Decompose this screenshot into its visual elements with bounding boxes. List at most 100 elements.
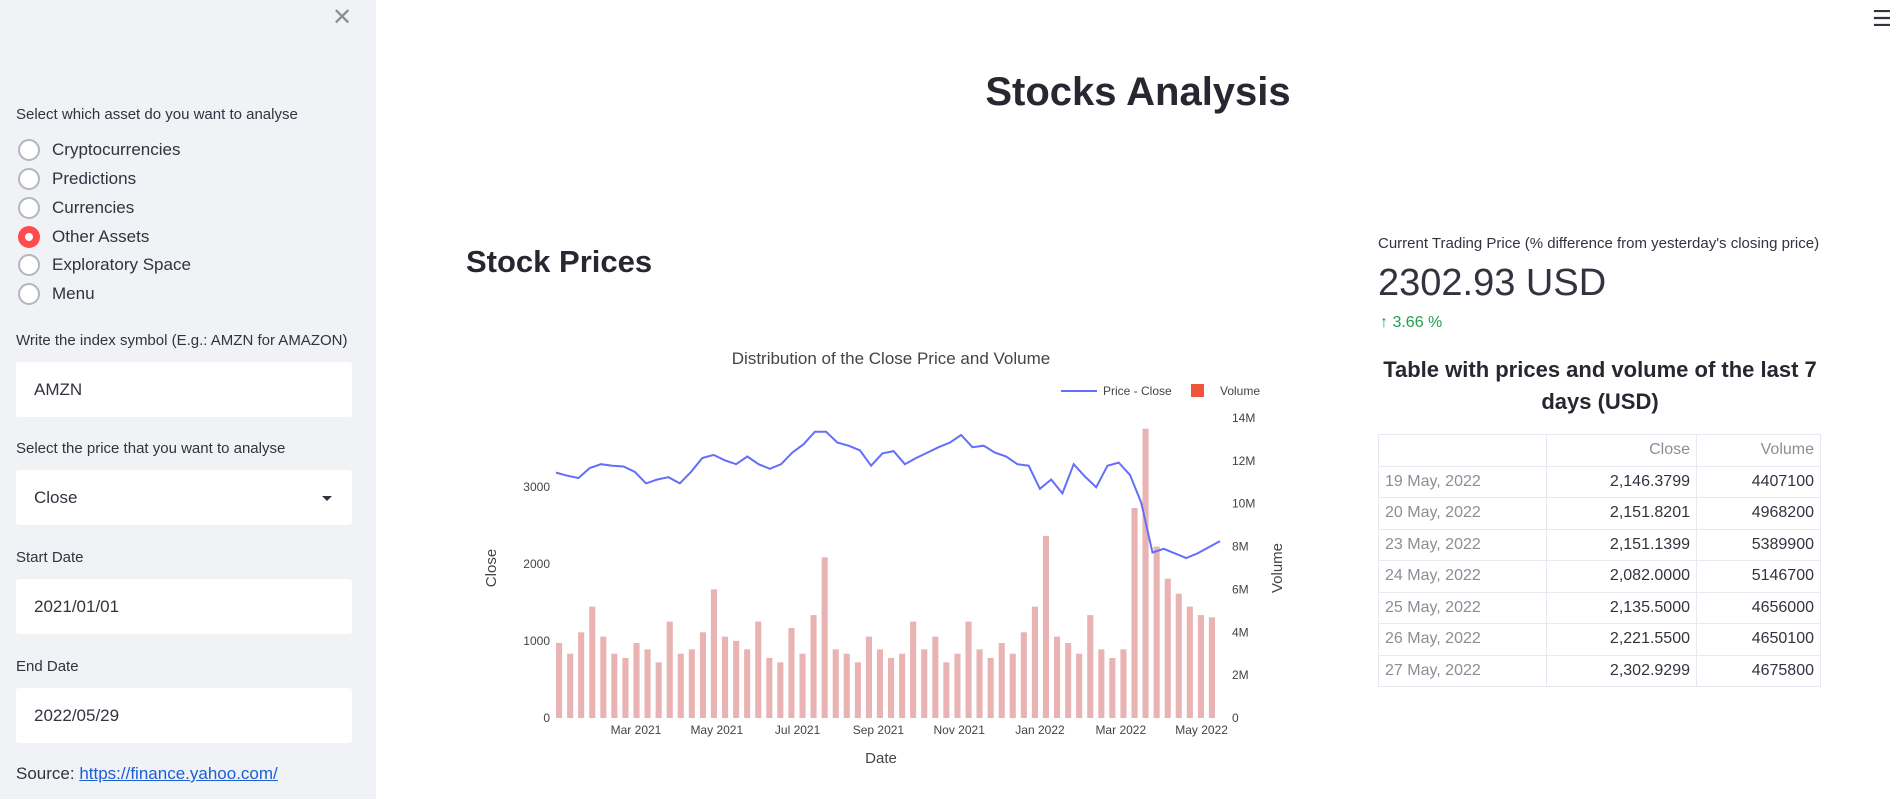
volume-bar	[888, 658, 895, 718]
volume-bar	[1120, 649, 1127, 718]
table-cell-date: 27 May, 2022	[1378, 654, 1547, 687]
y-axis-label: Close	[483, 549, 500, 587]
x-axis-label: Date	[865, 750, 897, 767]
x-tick-label: Mar 2021	[611, 723, 662, 737]
volume-bar	[799, 653, 806, 718]
table-row: 20 May, 2022 2,151.8201 4968200	[1378, 497, 1821, 530]
y-tick-label: 1000	[523, 634, 550, 648]
volume-bar	[821, 557, 828, 718]
x-tick-label: Nov 2021	[934, 723, 986, 737]
volume-bar	[1186, 606, 1193, 718]
table-row: 25 May, 2022 2,135.5000 4656000	[1378, 591, 1821, 624]
table-cell-volume: 4968200	[1696, 497, 1821, 530]
x-tick-label: Jul 2021	[775, 723, 821, 737]
metric-label: Current Trading Price (% difference from…	[1378, 235, 1820, 252]
radio-circle-icon[interactable]	[18, 283, 40, 305]
x-tick-label: Mar 2022	[1095, 723, 1146, 737]
table-row: 24 May, 2022 2,082.0000 5146700	[1378, 560, 1821, 593]
volume-bar	[766, 658, 773, 718]
radio-label: Menu	[52, 284, 95, 303]
radio-other-assets[interactable]: Other Assets	[18, 225, 149, 249]
radio-circle-icon[interactable]	[18, 139, 40, 161]
volume-bar	[1098, 649, 1105, 718]
radio-exploratory-space[interactable]: Exploratory Space	[18, 253, 191, 277]
hamburger-menu-icon[interactable]: ☰	[1872, 6, 1892, 31]
y2-axis-label: Volume	[1269, 543, 1286, 593]
close-sidebar-icon[interactable]: ✕	[331, 4, 353, 31]
table-cell-volume: 5146700	[1696, 560, 1821, 593]
price-close-line	[555, 430, 1221, 560]
metric-delta: ↑ 3.66 %	[1380, 314, 1442, 332]
source-link[interactable]: https://finance.yahoo.com/	[79, 764, 278, 783]
table-cell-close: 2,135.5000	[1546, 591, 1697, 624]
volume-bar	[600, 636, 607, 718]
y2-tick-label: 14M	[1232, 411, 1255, 425]
volume-bar	[1020, 632, 1027, 718]
table-cell-date: 24 May, 2022	[1378, 560, 1547, 593]
volume-bar	[832, 649, 839, 718]
volume-bar	[556, 643, 563, 718]
volume-bar	[1031, 606, 1038, 718]
volume-bar	[899, 653, 906, 718]
volume-bar	[710, 589, 717, 718]
table-cell-volume: 4407100	[1696, 465, 1821, 498]
end-date-input[interactable]: 2022/05/29	[16, 688, 352, 743]
asset-question-label: Select which asset do you want to analys…	[16, 106, 298, 123]
volume-bar	[655, 662, 662, 718]
table-cell-volume: 4650100	[1696, 623, 1821, 656]
volume-bar	[1164, 578, 1171, 718]
radio-menu[interactable]: Menu	[18, 282, 95, 306]
radio-selected-icon[interactable]	[18, 226, 40, 248]
chart-svg: Distribution of the Close Price and Volu…	[483, 349, 1286, 767]
radio-cryptocurrencies[interactable]: Cryptocurrencies	[18, 138, 181, 162]
symbol-input[interactable]: AMZN	[16, 362, 352, 417]
y-tick-label: 2000	[523, 557, 550, 571]
price-select[interactable]: Close	[16, 470, 352, 525]
volume-bar	[788, 628, 795, 718]
volume-bar	[1208, 617, 1215, 718]
volume-bar	[1109, 658, 1116, 718]
section-title: Stock Prices	[466, 244, 653, 279]
volume-bar	[633, 643, 640, 718]
volume-bar	[777, 662, 784, 718]
arrow-up-icon: ↑	[1380, 314, 1388, 331]
y-tick-label: 3000	[523, 480, 550, 494]
volume-bar	[744, 649, 751, 718]
legend-label: Volume	[1220, 384, 1260, 398]
volume-bar	[1153, 546, 1160, 718]
table-header-row: Close Volume	[1378, 434, 1821, 467]
radio-currencies[interactable]: Currencies	[18, 196, 134, 220]
price-select-value: Close	[34, 487, 78, 507]
page-title: Stocks Analysis	[985, 70, 1291, 114]
legend-bar-icon	[1191, 384, 1204, 397]
volume-bar	[1175, 593, 1182, 718]
volume-bar	[1009, 653, 1016, 718]
chart-title: Distribution of the Close Price and Volu…	[732, 349, 1050, 368]
y2-tick-label: 0	[1232, 711, 1239, 725]
volume-bar	[567, 653, 574, 718]
volume-bar	[733, 640, 740, 718]
y-tick-label: 0	[543, 711, 550, 725]
radio-label: Currencies	[52, 198, 135, 217]
table-cell-close: 2,221.5500	[1546, 623, 1697, 656]
chevron-down-icon[interactable]	[322, 496, 332, 501]
volume-bar	[810, 615, 817, 718]
volume-bar	[578, 632, 585, 718]
symbol-label: Write the index symbol (E.g.: AMZN for A…	[16, 332, 348, 349]
price-volume-chart: Distribution of the Close Price and Volu…	[466, 330, 1326, 790]
radio-predictions[interactable]: Predictions	[18, 167, 136, 191]
table-row: 19 May, 2022 2,146.3799 4407100	[1378, 465, 1821, 498]
radio-circle-icon[interactable]	[18, 254, 40, 276]
radio-label: Cryptocurrencies	[52, 140, 181, 159]
y2-tick-label: 8M	[1232, 540, 1249, 554]
x-tick-label: Sep 2021	[853, 723, 905, 737]
source-prefix: Source:	[16, 764, 80, 783]
radio-circle-icon[interactable]	[18, 168, 40, 190]
start-date-input[interactable]: 2021/01/01	[16, 579, 352, 634]
table-header-index	[1378, 434, 1547, 467]
volume-bar	[1065, 643, 1072, 718]
table-cell-close: 2,151.1399	[1546, 528, 1697, 561]
volume-bar	[1131, 508, 1138, 718]
volume-bar	[965, 621, 972, 718]
radio-circle-icon[interactable]	[18, 197, 40, 219]
